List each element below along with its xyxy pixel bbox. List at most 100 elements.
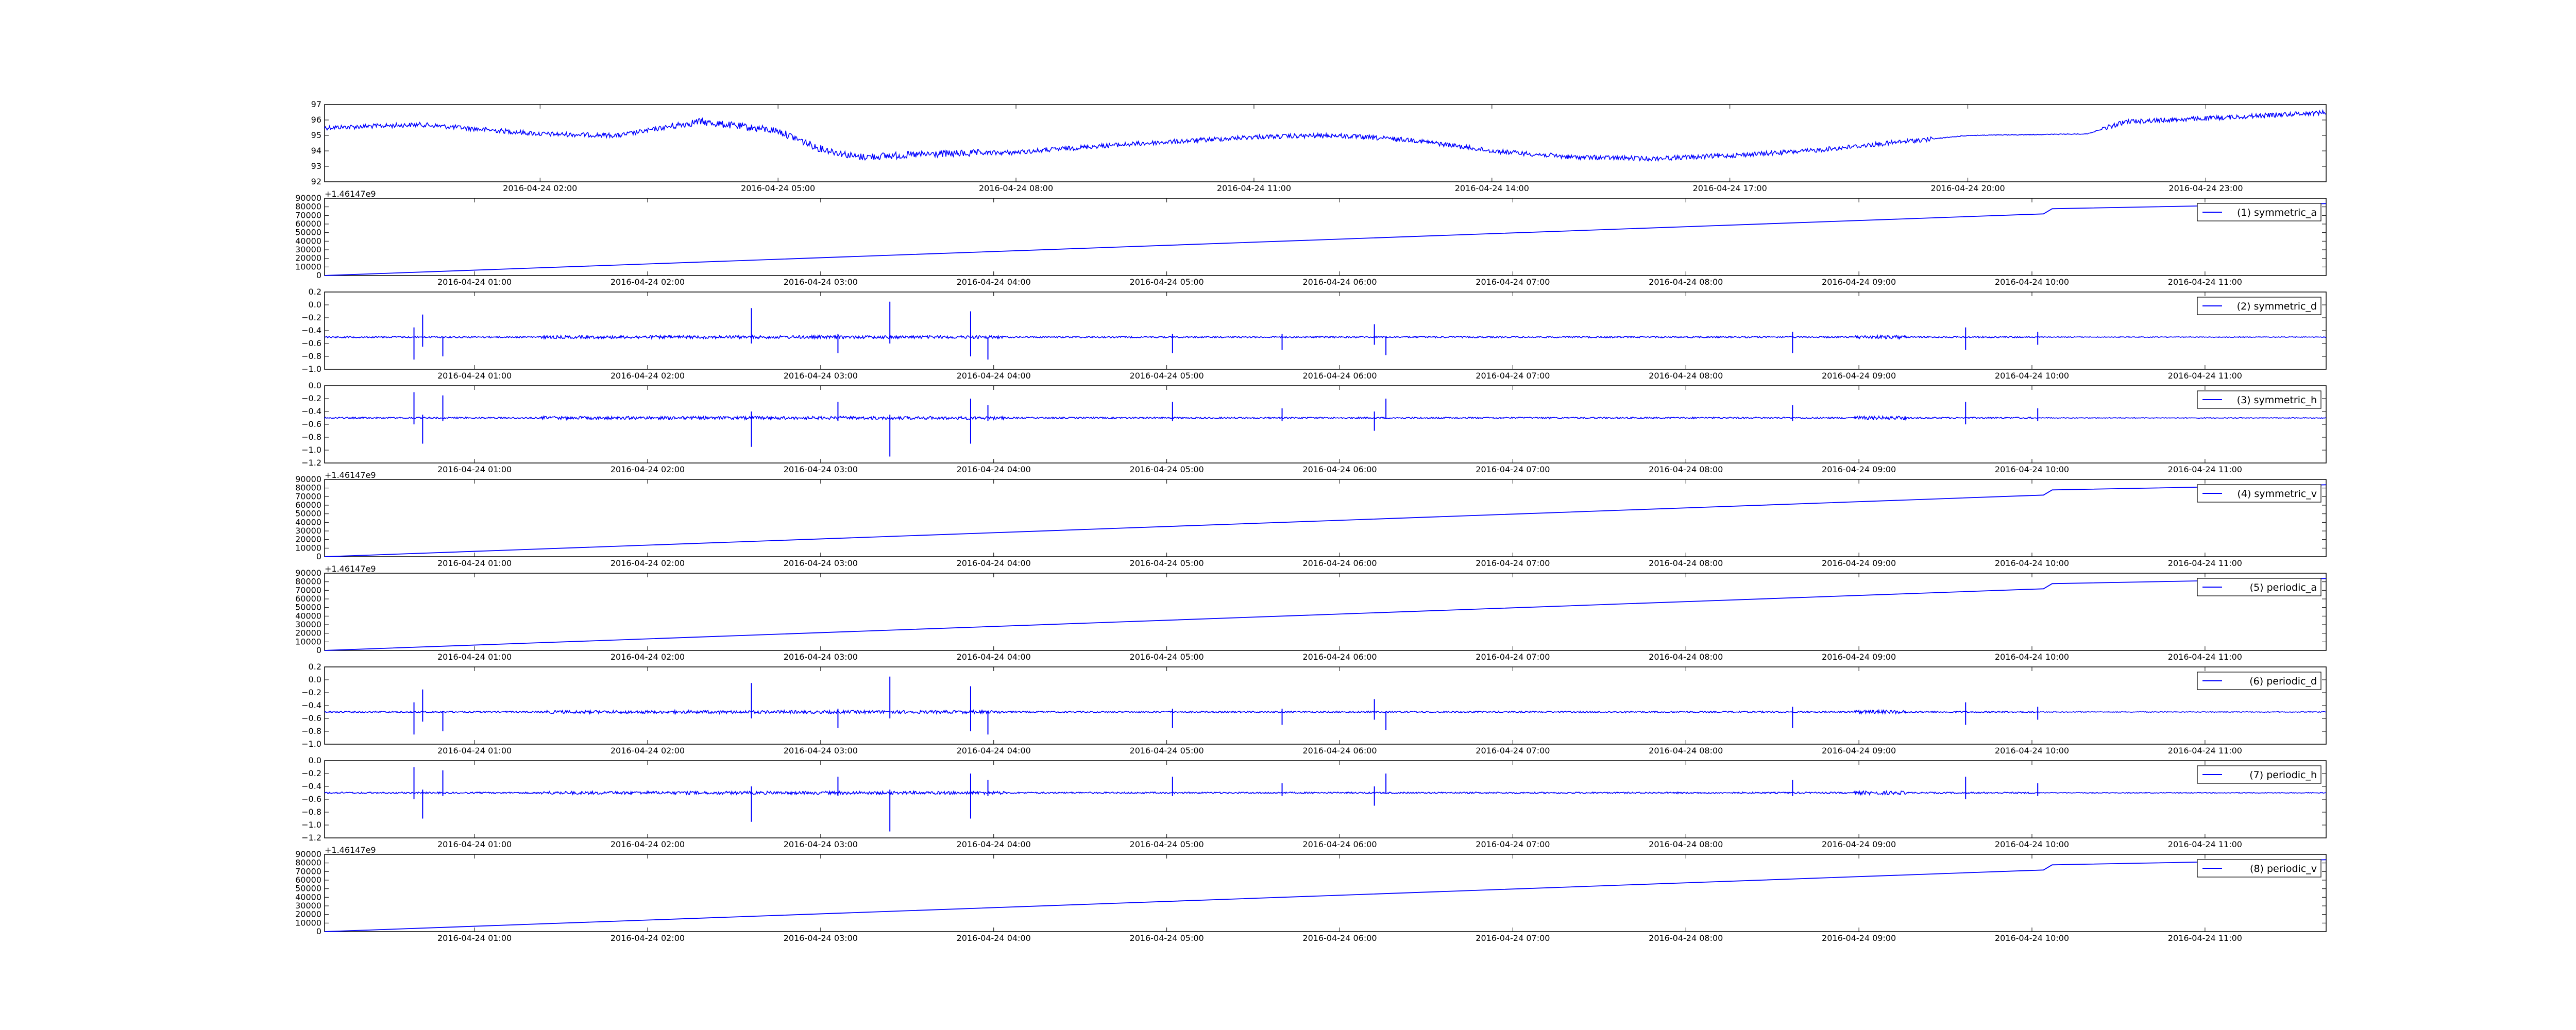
x-tick-label: 2016-04-24 10:00 bbox=[1995, 371, 2069, 381]
y-tick-label: 10000 bbox=[295, 543, 321, 553]
plot-frame bbox=[324, 291, 2327, 370]
y-tick-label: −0.4 bbox=[301, 700, 321, 710]
x-tick-label: 2016-04-24 09:00 bbox=[1822, 652, 1896, 662]
x-tick-label: 2016-04-24 02:00 bbox=[611, 277, 685, 287]
y-tick-label: 97 bbox=[311, 99, 321, 109]
legend: (5) periodic_a bbox=[2197, 578, 2321, 596]
legend: (1) symmetric_a bbox=[2197, 203, 2321, 221]
y-tick-label: 40000 bbox=[295, 236, 321, 246]
y-tick-label: −0.2 bbox=[301, 688, 321, 697]
y-tick-label: −0.2 bbox=[301, 768, 321, 778]
y-tick-label: −0.8 bbox=[301, 432, 321, 442]
y-tick-label: 0 bbox=[316, 552, 321, 561]
x-tick-label: 2016-04-24 08:00 bbox=[1649, 839, 1723, 849]
x-tick-label: 2016-04-24 04:00 bbox=[957, 277, 1031, 287]
y-tick-label: 90000 bbox=[295, 193, 321, 203]
chart-panel-2: 0100002000030000400005000060000700008000… bbox=[295, 189, 2327, 287]
legend-label: (4) symmetric_v bbox=[2237, 488, 2317, 500]
x-tick-label: 2016-04-24 09:00 bbox=[1822, 933, 1896, 943]
x-tick-label: 2016-04-24 23:00 bbox=[2168, 183, 2243, 193]
chart-panel-5: 0100002000030000400005000060000700008000… bbox=[295, 470, 2327, 568]
offset-text: +1.46147e9 bbox=[325, 564, 376, 574]
x-tick-label: 2016-04-24 04:00 bbox=[957, 652, 1031, 662]
y-tick-label: −0.8 bbox=[301, 807, 321, 817]
chart-panel-4: −1.2 −1.0 −0.8 −0.6 −0.4 −0.2 0.0 2016-04-24 01… bbox=[301, 381, 2327, 474]
series-line bbox=[324, 415, 2327, 421]
y-tick-label: 50000 bbox=[295, 603, 321, 612]
chart-panel-6: 0100002000030000400005000060000700008000… bbox=[295, 564, 2327, 662]
x-tick-label: 2016-04-24 05:00 bbox=[1130, 277, 1204, 287]
x-tick-label: 2016-04-24 02:00 bbox=[611, 652, 685, 662]
y-tick-label: 93 bbox=[311, 161, 321, 171]
legend: (6) periodic_d bbox=[2197, 672, 2321, 690]
plot-frame bbox=[324, 385, 2327, 464]
x-tick-label: 2016-04-24 03:00 bbox=[784, 558, 858, 568]
x-tick-label: 2016-04-24 10:00 bbox=[1995, 465, 2069, 474]
plot-frame bbox=[324, 104, 2327, 182]
legend: (3) symmetric_h bbox=[2197, 390, 2321, 409]
x-tick-label: 2016-04-24 04:00 bbox=[957, 465, 1031, 474]
y-tick-label: 0.0 bbox=[309, 300, 321, 310]
x-tick-label: 2016-04-24 07:00 bbox=[1476, 371, 1550, 381]
legend: (8) periodic_v bbox=[2197, 859, 2321, 878]
y-tick-label: −1.0 bbox=[301, 445, 321, 455]
y-tick-label: −0.2 bbox=[301, 393, 321, 403]
x-tick-label: 2016-04-24 01:00 bbox=[437, 933, 512, 943]
y-tick-label: 96 bbox=[311, 115, 321, 125]
y-tick-label: 50000 bbox=[295, 509, 321, 519]
x-tick-label: 2016-04-24 05:00 bbox=[1130, 839, 1204, 849]
y-tick-label: 0 bbox=[316, 270, 321, 280]
series-line bbox=[324, 859, 2327, 932]
y-tick-label: 70000 bbox=[295, 491, 321, 501]
x-tick-label: 2016-04-24 03:00 bbox=[784, 371, 858, 381]
y-tick-label: 95 bbox=[311, 130, 321, 140]
plot-frame bbox=[324, 198, 2327, 276]
x-tick-label: 2016-04-24 06:00 bbox=[1302, 277, 1377, 287]
legend-label: (1) symmetric_a bbox=[2237, 207, 2317, 218]
x-tick-label: 2016-04-24 08:00 bbox=[1649, 558, 1723, 568]
series-line bbox=[324, 709, 2327, 715]
x-tick-label: 2016-04-24 09:00 bbox=[1822, 558, 1896, 568]
x-tick-label: 2016-04-24 06:00 bbox=[1302, 465, 1377, 474]
y-tick-label: 10000 bbox=[295, 637, 321, 646]
chart-panel-1: 92 93 94 95 96 97 2016-04-24 02:00 2016-04-24 0… bbox=[311, 99, 2327, 193]
x-tick-label: 2016-04-24 05:00 bbox=[1130, 558, 1204, 568]
y-tick-label: −1.0 bbox=[301, 820, 321, 830]
x-tick-label: 2016-04-24 04:00 bbox=[957, 558, 1031, 568]
x-tick-label: 2016-04-24 20:00 bbox=[1931, 183, 2005, 193]
x-tick-label: 2016-04-24 01:00 bbox=[437, 277, 512, 287]
series-line bbox=[324, 334, 2327, 340]
legend: (2) symmetric_d bbox=[2197, 297, 2321, 315]
y-tick-label: 80000 bbox=[295, 858, 321, 868]
plot-frame bbox=[324, 666, 2327, 745]
series-line bbox=[324, 578, 2327, 651]
legend-label: (6) periodic_d bbox=[2249, 676, 2317, 687]
x-tick-label: 2016-04-24 05:00 bbox=[1130, 652, 1204, 662]
y-tick-label: −0.4 bbox=[301, 325, 321, 335]
y-tick-label: 40000 bbox=[295, 517, 321, 527]
y-tick-label: 60000 bbox=[295, 219, 321, 229]
x-tick-label: 2016-04-24 07:00 bbox=[1476, 933, 1550, 943]
x-tick-label: 2016-04-24 01:00 bbox=[437, 652, 512, 662]
offset-text: +1.46147e9 bbox=[325, 845, 376, 855]
y-tick-label: 92 bbox=[311, 177, 321, 186]
chart-panel-3: −1.0 −0.8 −0.6 −0.4 −0.2 0.0 0.2 2016-04-24 01:… bbox=[301, 287, 2327, 381]
x-tick-label: 2016-04-24 01:00 bbox=[437, 465, 512, 474]
x-tick-label: 2016-04-24 01:00 bbox=[437, 839, 512, 849]
offset-text: +1.46147e9 bbox=[325, 189, 376, 199]
x-tick-label: 2016-04-24 03:00 bbox=[784, 839, 858, 849]
x-tick-label: 2016-04-24 11:00 bbox=[2168, 746, 2242, 756]
x-tick-label: 2016-04-24 08:00 bbox=[1649, 933, 1723, 943]
x-tick-label: 2016-04-24 09:00 bbox=[1822, 371, 1896, 381]
chart-panel-9: 0100002000030000400005000060000700008000… bbox=[295, 845, 2327, 943]
x-tick-label: 2016-04-24 05:00 bbox=[1130, 465, 1204, 474]
x-tick-label: 2016-04-24 05:00 bbox=[741, 183, 815, 193]
y-tick-label: 20000 bbox=[295, 909, 321, 919]
plot-frame bbox=[324, 854, 2327, 932]
series-line bbox=[324, 109, 2327, 162]
x-tick-label: 2016-04-24 04:00 bbox=[957, 371, 1031, 381]
y-tick-label: −1.2 bbox=[301, 833, 321, 843]
plot-frame bbox=[324, 760, 2327, 838]
y-tick-label: 30000 bbox=[295, 245, 321, 254]
y-tick-label: 90000 bbox=[295, 474, 321, 484]
